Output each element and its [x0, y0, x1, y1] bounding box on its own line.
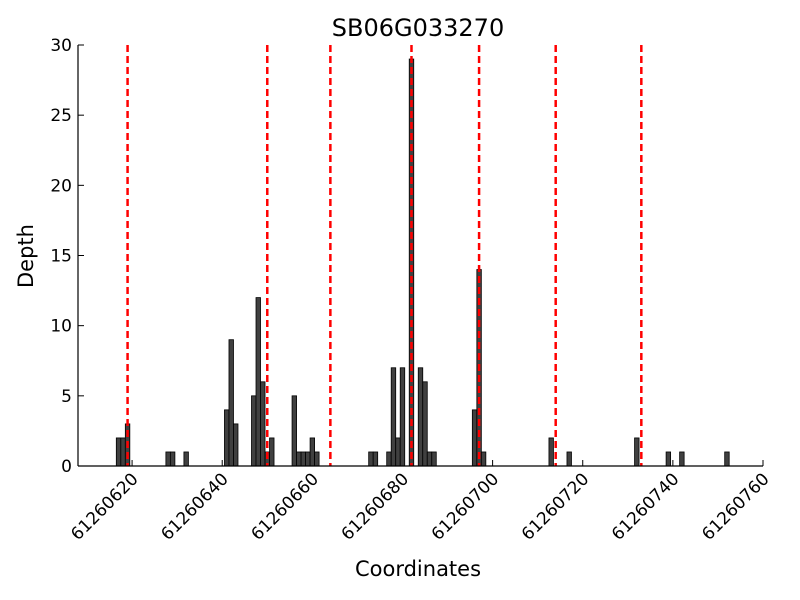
depth-bar — [165, 451, 171, 467]
markers-group — [126, 45, 643, 466]
y-tick-label: 0 — [61, 457, 72, 477]
depth-bar — [480, 451, 487, 467]
depth-bar — [399, 367, 406, 467]
bars-group — [115, 58, 730, 467]
depth-bar — [251, 395, 257, 467]
depth-bar — [471, 409, 478, 467]
depth-bar — [314, 451, 320, 467]
depth-bar — [431, 451, 437, 467]
x-tick-label: 61260720 — [518, 469, 593, 544]
depth-bar — [291, 395, 297, 467]
depth-bar — [566, 451, 572, 467]
depth-bar — [269, 437, 275, 467]
x-tick-label: 61260740 — [608, 469, 683, 544]
x-tick-label: 61260660 — [248, 469, 323, 544]
depth-bar — [309, 437, 315, 467]
depth-bar — [417, 367, 424, 467]
depth-bar — [679, 451, 685, 467]
depth-bar — [296, 451, 302, 467]
depth-bar — [386, 451, 392, 467]
x-tick-label: 61260700 — [428, 469, 503, 544]
x-axis-label: Coordinates — [355, 557, 481, 581]
depth-bar — [408, 58, 415, 467]
depth-bar — [169, 451, 176, 467]
y-axis-label: Depth — [14, 224, 38, 288]
depth-bar — [372, 451, 379, 467]
depth-bar — [120, 437, 126, 467]
x-tick-label: 61260640 — [157, 469, 232, 544]
depth-bar — [228, 339, 234, 467]
y-tick-label: 10 — [50, 317, 72, 337]
depth-bar — [665, 451, 672, 467]
depth-bar — [368, 451, 374, 467]
depth-bar — [634, 437, 640, 467]
depth-bar — [300, 451, 306, 467]
y-tick-label: 5 — [61, 387, 72, 407]
depth-bar — [395, 437, 401, 467]
y-tick-label: 15 — [50, 247, 72, 267]
depth-bar — [390, 367, 397, 467]
x-axis: 61260620 61260640 61260660 61260680 61260700… — [67, 460, 774, 545]
x-tick-label: 61260620 — [67, 469, 142, 544]
depth-bar — [183, 451, 189, 467]
depth-bar — [260, 381, 266, 467]
x-tick-label: 61260760 — [698, 469, 773, 544]
depth-bar — [548, 437, 554, 467]
y-tick-label: 25 — [50, 106, 72, 126]
depth-bar — [724, 451, 730, 467]
depth-bar — [115, 437, 122, 467]
y-axis: 0 5 10 15 20 25 30 — [50, 36, 84, 477]
depth-bar — [422, 381, 428, 467]
chart-title: SB06G033270 — [332, 14, 504, 42]
depth-bar — [224, 409, 230, 467]
depth-bar — [426, 451, 433, 467]
depth-bar — [255, 297, 261, 467]
y-tick-label: 20 — [50, 176, 72, 196]
depth-bar — [305, 451, 311, 467]
depth-bar — [233, 423, 239, 467]
y-tick-label: 30 — [50, 36, 72, 56]
x-tick-label: 61260680 — [338, 469, 413, 544]
